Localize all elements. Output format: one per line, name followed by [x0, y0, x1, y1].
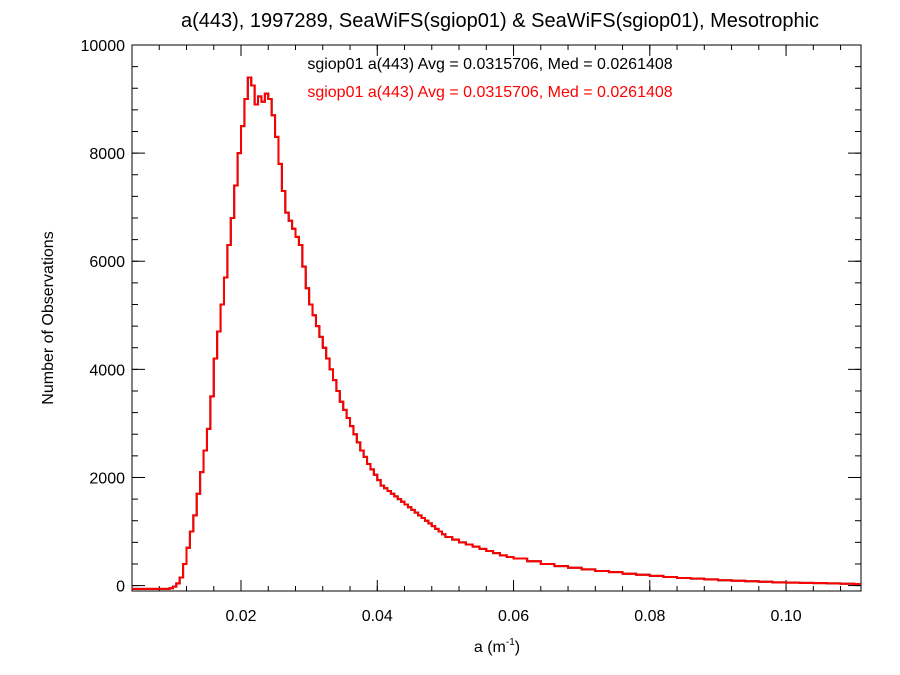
series-group — [132, 76, 861, 590]
plot-frame — [131, 44, 862, 592]
x-tick-label: 0.10 — [770, 608, 801, 625]
x-axis-label: a (m-1) — [474, 637, 520, 656]
x-axis-label-superscript: -1 — [506, 637, 515, 648]
series-line-black — [132, 76, 861, 590]
chart-title: a(443), 1997289, SeaWiFS(sgiop01) & SeaW… — [181, 10, 819, 32]
y-tick-label: 2000 — [89, 470, 125, 487]
y-tick-label: 0 — [116, 579, 125, 596]
x-axis-label-main: a (m — [474, 639, 506, 656]
x-axis: 0.02 0.04 0.06 0.08 0.10 — [131, 45, 842, 625]
annotation-red-stats: sgiop01 a(443) Avg = 0.0315706, Med = 0.… — [307, 84, 672, 101]
annotation-black-stats: sgiop01 a(443) Avg = 0.0315706, Med = 0.… — [307, 56, 672, 73]
x-tick-label: 0.04 — [362, 608, 393, 625]
x-tick-label: 0.08 — [634, 608, 665, 625]
y-axis-label: Number of Observations — [40, 231, 57, 404]
y-tick-label: 4000 — [89, 362, 125, 379]
y-tick-label: 6000 — [89, 254, 125, 271]
x-axis-label-close: ) — [515, 639, 520, 656]
series-line-red — [132, 76, 861, 590]
x-tick-label: 0.02 — [225, 608, 256, 625]
y-axis: 0 2000 4000 6000 8000 10000 — [81, 38, 861, 596]
y-tick-label: 10000 — [81, 38, 126, 55]
x-tick-label: 0.06 — [498, 608, 529, 625]
y-tick-label: 8000 — [89, 146, 125, 163]
